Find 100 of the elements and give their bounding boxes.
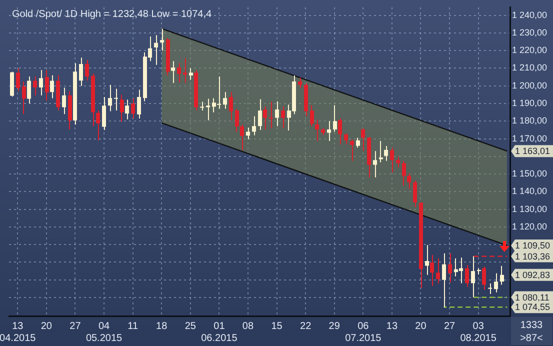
candlestick bbox=[114, 88, 118, 112]
candlestick bbox=[500, 265, 504, 286]
candlestick bbox=[160, 28, 164, 52]
candlestick bbox=[39, 70, 43, 96]
y-tick-label: 1 200,00 bbox=[512, 80, 548, 90]
candlestick bbox=[448, 252, 452, 283]
candlestick bbox=[442, 252, 446, 308]
y-tick-label: 1 140,00 bbox=[512, 186, 548, 196]
candlestick bbox=[425, 244, 429, 276]
x-tick-label: 11 bbox=[128, 320, 138, 332]
candlestick bbox=[430, 254, 434, 286]
candlestick bbox=[436, 258, 440, 284]
text: 1333 bbox=[520, 320, 544, 331]
candlestick bbox=[85, 59, 89, 82]
candlestick bbox=[373, 150, 377, 178]
candlestick bbox=[356, 137, 360, 148]
chart-title: Gold /Spot/ 1D High = 1232,48 Low = 1074,4 bbox=[12, 9, 212, 20]
x-tick-label: 13 04.2015 bbox=[0, 320, 36, 344]
x-tick-label: 03 08.2015 bbox=[460, 320, 497, 344]
candlestick bbox=[465, 264, 469, 288]
x-tick-label: 27 bbox=[444, 320, 456, 332]
y-tick-label: 1 109,50 bbox=[515, 240, 550, 250]
candlestick bbox=[171, 60, 175, 84]
y-tick-label: 1 240,00 bbox=[512, 10, 548, 20]
candlestick bbox=[488, 282, 492, 294]
candlestick bbox=[62, 87, 66, 115]
y-tick-label: 1 163,01 bbox=[515, 146, 550, 156]
x-tick-label: 04 05.2015 bbox=[86, 320, 123, 344]
candlestick bbox=[108, 84, 112, 112]
candlestick bbox=[96, 110, 100, 141]
candlestick bbox=[390, 147, 394, 173]
y-tick-label: 1 170,00 bbox=[512, 133, 548, 144]
x-tick-label: 15 bbox=[271, 320, 283, 332]
x-tick-label: 18 bbox=[156, 320, 168, 332]
x-tick-label: 27 bbox=[70, 320, 82, 332]
y-tick-label: 1 190,00 bbox=[512, 98, 548, 108]
candlestick bbox=[246, 127, 250, 140]
candlestick bbox=[281, 106, 285, 128]
candlestick bbox=[269, 101, 273, 129]
candlestick bbox=[223, 92, 227, 110]
candlestick bbox=[333, 104, 337, 132]
y-tick-label: 1 210,00 bbox=[512, 62, 548, 73]
x-tick-label: 13 bbox=[386, 320, 398, 332]
candlestick bbox=[396, 156, 400, 168]
candlestick bbox=[10, 71, 14, 97]
candlestick bbox=[22, 80, 26, 115]
candlestick bbox=[229, 92, 233, 121]
candlestick bbox=[177, 62, 181, 83]
y-tick-label: 1 080,11 bbox=[515, 292, 550, 302]
candlestick bbox=[45, 70, 49, 102]
candlestick bbox=[206, 98, 210, 121]
candlestick bbox=[27, 76, 31, 104]
y-tick-label: 1 092,83 bbox=[515, 270, 550, 280]
candlestick bbox=[33, 76, 37, 96]
candlestick bbox=[402, 160, 406, 186]
candlestick bbox=[102, 96, 106, 130]
candlestick bbox=[79, 57, 83, 86]
candlestick bbox=[154, 34, 158, 66]
x-tick-label: 20 bbox=[415, 320, 427, 332]
x-tick-label: 25 bbox=[184, 320, 196, 332]
candlestick bbox=[258, 98, 262, 130]
candlestick bbox=[482, 266, 486, 290]
candlestick bbox=[252, 116, 256, 136]
x-tick-label: 20 bbox=[40, 320, 52, 332]
candlestick bbox=[120, 94, 124, 122]
candlestick bbox=[327, 120, 331, 142]
candlestick bbox=[407, 172, 411, 190]
candlestick bbox=[350, 139, 354, 162]
candlestick bbox=[263, 106, 267, 130]
candlestick bbox=[240, 124, 244, 151]
x-tick-label: 08 bbox=[242, 320, 254, 332]
y-tick-label: 1 180,00 bbox=[512, 116, 548, 126]
candlestick bbox=[298, 77, 302, 89]
y-tick-label: 1 120,00 bbox=[512, 221, 548, 232]
candlestick bbox=[338, 118, 342, 145]
candlestick bbox=[471, 256, 475, 298]
candlestick bbox=[50, 74, 54, 99]
candlestick bbox=[131, 98, 135, 119]
candlestick bbox=[344, 132, 348, 145]
candlestick bbox=[16, 68, 20, 92]
x-tick-label: 01 06.2015 bbox=[201, 320, 238, 344]
candlestick bbox=[200, 101, 204, 112]
candlestick bbox=[361, 128, 365, 152]
candlestick bbox=[125, 99, 129, 120]
y-tick-label: 1 220,00 bbox=[512, 45, 548, 56]
x-tick-label: 29 bbox=[328, 320, 340, 332]
candlestick bbox=[183, 58, 187, 84]
candlestick bbox=[315, 119, 319, 142]
candlestick bbox=[310, 104, 314, 127]
x-tick-label: 22 bbox=[300, 320, 312, 332]
candlestick bbox=[137, 89, 141, 119]
candlestick bbox=[494, 272, 498, 293]
x-tick-label: 06 07.2015 bbox=[345, 320, 382, 344]
candlestick bbox=[189, 68, 193, 80]
candlestick bbox=[384, 146, 388, 162]
y-tick-label: 1 130,00 bbox=[512, 204, 548, 214]
candlestick bbox=[275, 100, 279, 127]
candlestick bbox=[235, 108, 239, 132]
y-tick-label: 1 074,55 bbox=[515, 302, 550, 312]
candlestick bbox=[413, 180, 417, 208]
